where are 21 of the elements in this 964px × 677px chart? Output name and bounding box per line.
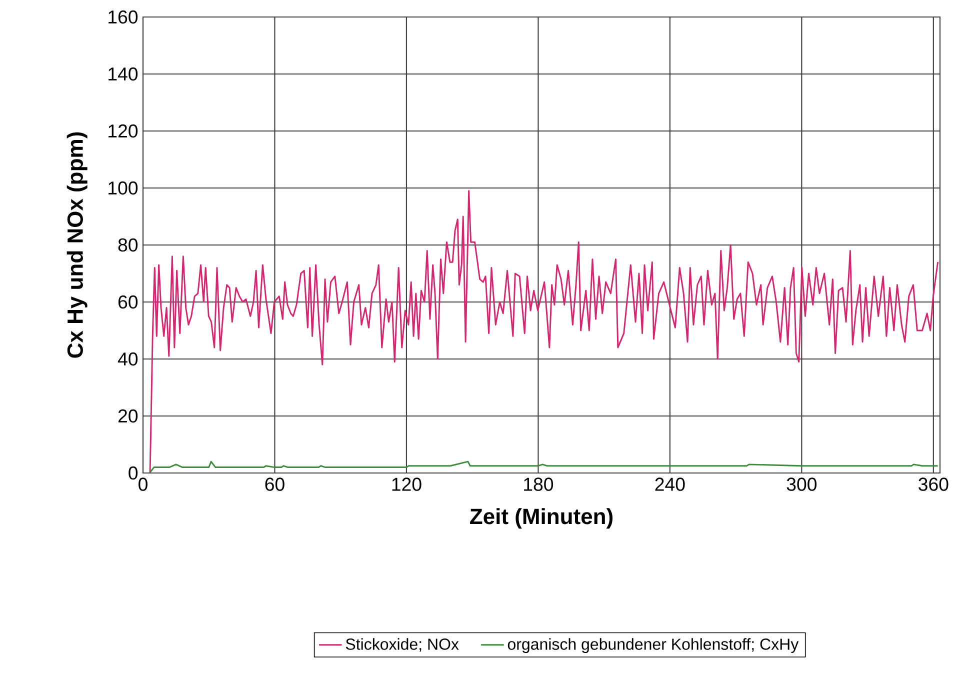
y-tick-label: 0	[128, 466, 138, 480]
x-axis-title: Zeit (Minuten)	[470, 508, 612, 529]
y-tick-label: 80	[118, 238, 138, 252]
x-tick-label: 360	[918, 478, 948, 491]
y-axis-title: Cx Hy und NOx (ppm)	[66, 132, 88, 358]
x-tick-label: 0	[138, 478, 148, 491]
y-tick-label: 100	[108, 181, 138, 195]
y-tick-label: 120	[108, 124, 138, 138]
line-series	[149, 190, 939, 473]
x-tick-label: 180	[524, 478, 554, 491]
x-tick-label: 120	[392, 478, 422, 491]
y-tick-label: 60	[118, 295, 138, 309]
legend-label: Stickoxide; NOx	[346, 638, 459, 652]
y-tick-label: 160	[108, 10, 138, 24]
y-tick-label: 20	[118, 409, 138, 423]
y-tick-label: 40	[118, 352, 138, 366]
x-tick-label: 60	[265, 478, 284, 491]
y-tick-label: 140	[108, 67, 138, 81]
x-tick-label: 300	[786, 478, 817, 491]
legend-label: organisch gebundener Kohlenstoff; CxHy	[508, 638, 799, 654]
x-tick-label: 240	[655, 478, 685, 491]
